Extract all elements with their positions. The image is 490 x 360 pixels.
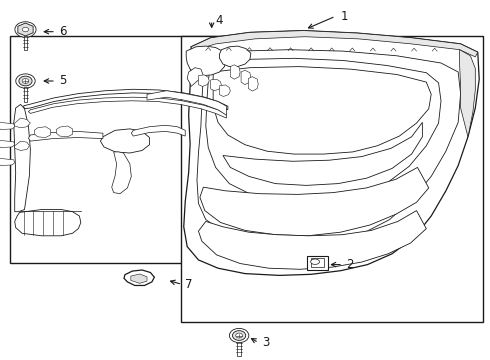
Polygon shape: [34, 127, 50, 138]
Circle shape: [23, 27, 28, 32]
Bar: [307, 256, 328, 270]
Circle shape: [15, 22, 36, 37]
Circle shape: [22, 78, 29, 84]
Polygon shape: [187, 68, 203, 86]
Polygon shape: [200, 167, 429, 236]
Polygon shape: [198, 75, 209, 86]
Polygon shape: [198, 211, 426, 269]
Polygon shape: [460, 50, 475, 137]
Polygon shape: [220, 46, 251, 67]
Circle shape: [19, 76, 32, 86]
Text: 4: 4: [216, 14, 223, 27]
Circle shape: [232, 330, 246, 341]
Polygon shape: [213, 67, 431, 154]
Polygon shape: [211, 79, 221, 91]
Polygon shape: [191, 31, 478, 57]
Polygon shape: [24, 89, 228, 110]
Text: 2: 2: [346, 258, 354, 271]
Polygon shape: [131, 125, 185, 136]
Polygon shape: [197, 50, 461, 243]
Polygon shape: [28, 97, 226, 118]
Polygon shape: [186, 46, 226, 76]
Polygon shape: [220, 85, 230, 96]
Bar: [237, 342, 241, 356]
Polygon shape: [56, 126, 73, 137]
Bar: [10, 36, 260, 263]
Circle shape: [16, 74, 35, 88]
Polygon shape: [131, 274, 147, 283]
Polygon shape: [18, 23, 33, 36]
Bar: [311, 258, 324, 267]
Polygon shape: [0, 158, 15, 166]
Polygon shape: [100, 129, 149, 153]
Bar: [181, 36, 483, 322]
Polygon shape: [0, 140, 15, 148]
Circle shape: [229, 328, 249, 343]
Bar: [24, 87, 27, 102]
Polygon shape: [15, 141, 29, 150]
Text: 3: 3: [262, 336, 270, 349]
Polygon shape: [112, 152, 131, 194]
Polygon shape: [0, 122, 15, 130]
Text: 5: 5: [59, 75, 66, 87]
Text: 7: 7: [185, 278, 193, 291]
Polygon shape: [147, 91, 226, 115]
Polygon shape: [223, 122, 422, 185]
Bar: [24, 36, 27, 50]
Circle shape: [236, 333, 243, 338]
Polygon shape: [248, 77, 258, 91]
Polygon shape: [15, 210, 81, 236]
Ellipse shape: [311, 259, 319, 264]
Polygon shape: [241, 70, 251, 85]
Polygon shape: [184, 31, 479, 275]
Text: 1: 1: [341, 10, 348, 23]
Polygon shape: [206, 58, 441, 202]
Polygon shape: [15, 118, 30, 128]
Text: 6: 6: [59, 25, 66, 38]
Polygon shape: [28, 131, 103, 141]
Polygon shape: [230, 65, 240, 79]
Polygon shape: [124, 270, 154, 285]
Polygon shape: [14, 104, 30, 212]
